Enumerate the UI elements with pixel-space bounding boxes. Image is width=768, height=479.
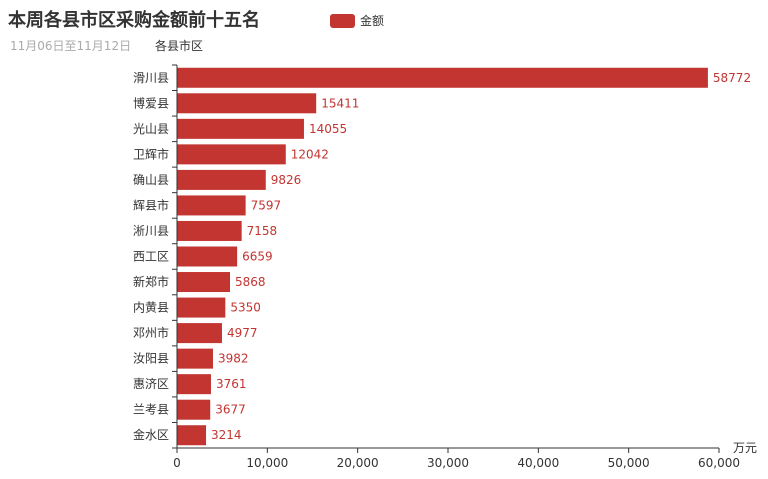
data-label: 58772 [713, 71, 751, 85]
data-label: 5350 [230, 301, 261, 315]
bar [177, 118, 304, 139]
data-label: 7597 [251, 198, 282, 212]
x-tick-label: 60,000 [698, 456, 740, 470]
bar [177, 246, 238, 267]
y-tick-label: 卫辉市 [133, 146, 169, 161]
y-tick-label: 西工区 [133, 250, 169, 264]
chart-subtitle: 11月06日至11月12日 [10, 39, 132, 53]
y-tick-label: 兰考县 [133, 403, 169, 417]
bar [177, 323, 222, 344]
data-label: 14055 [309, 122, 347, 136]
x-tick-label: 10,000 [246, 456, 288, 470]
x-tick-label: 0 [173, 456, 181, 470]
y-tick-label: 博爱县 [133, 95, 169, 110]
bar [177, 67, 708, 88]
bar [177, 169, 266, 190]
y-tick-label: 光山县 [133, 122, 169, 136]
bar [177, 425, 207, 446]
bar [177, 195, 246, 216]
y-tick-label: 汝阳县 [133, 352, 169, 366]
y-tick-label: 新郑市 [133, 274, 169, 289]
y-tick-label: 滑川县 [133, 71, 169, 85]
data-label: 3214 [211, 428, 242, 442]
bar [177, 399, 211, 420]
data-label: 9826 [271, 173, 302, 187]
x-axis-title: 万元 [733, 441, 757, 455]
data-label: 3761 [216, 377, 247, 391]
data-label: 4977 [227, 326, 258, 340]
x-tick-label: 30,000 [427, 456, 469, 470]
bar [177, 144, 286, 165]
bar [177, 272, 231, 293]
data-label: 12042 [291, 147, 329, 161]
chart-title: 本周各县市区采购金额前十五名 [8, 10, 260, 31]
y-tick-label: 金水区 [133, 427, 169, 442]
y-axis-title: 各县市区 [155, 38, 203, 53]
bar [177, 297, 226, 318]
data-label: 6659 [242, 250, 273, 264]
y-tick-label: 辉县市 [133, 197, 169, 212]
data-label: 7158 [247, 224, 278, 238]
y-tick-label: 确山县 [133, 173, 169, 187]
data-label: 15411 [321, 96, 359, 110]
bar [177, 93, 317, 114]
legend-swatch [330, 13, 355, 28]
bar [177, 374, 211, 395]
y-tick-label: 淅川县 [133, 223, 169, 238]
y-tick-label: 惠济区 [133, 376, 169, 391]
data-label: 3982 [218, 352, 249, 366]
x-tick-label: 20,000 [337, 456, 379, 470]
x-tick-label: 50,000 [608, 456, 650, 470]
bar [177, 348, 213, 369]
data-label: 5868 [235, 275, 266, 289]
x-tick-label: 40,000 [517, 456, 559, 470]
y-tick-label: 内黄县 [133, 301, 169, 315]
data-label: 3677 [215, 403, 246, 417]
legend-label: 金额 [360, 14, 385, 28]
y-tick-label: 邓州市 [133, 325, 169, 340]
bar [177, 220, 242, 241]
legend[interactable]: 金额 [330, 12, 384, 29]
